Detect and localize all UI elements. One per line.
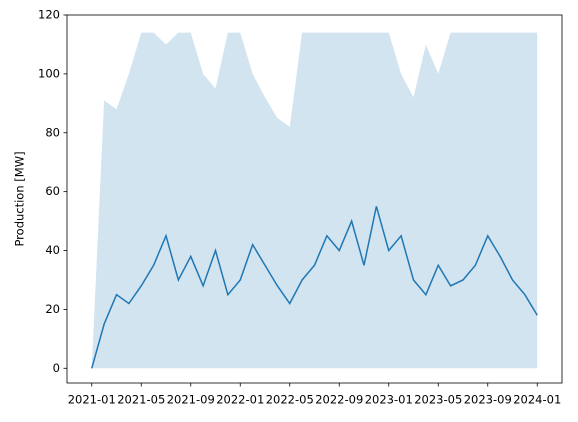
x-tick-label: 2022-01	[216, 393, 264, 407]
y-tick-label: 20	[45, 302, 60, 316]
y-tick-label: 120	[38, 8, 60, 22]
x-tick-label: 2022-05	[266, 393, 314, 407]
y-tick-label: 40	[45, 243, 60, 257]
x-tick-label: 2021-05	[117, 393, 165, 407]
x-tick-label: 2022-09	[315, 393, 363, 407]
y-axis-label: Production [MW]	[13, 151, 27, 246]
x-tick-label: 2021-09	[167, 393, 215, 407]
x-tick-label: 2023-09	[464, 393, 512, 407]
x-tick-label: 2024-01	[513, 393, 561, 407]
y-tick-label: 100	[38, 66, 60, 80]
x-tick-label: 2023-01	[365, 393, 413, 407]
x-tick-label: 2021-01	[68, 393, 116, 407]
y-tick-label: 60	[45, 184, 60, 198]
y-tick-label: 80	[45, 125, 60, 139]
band-area	[91, 32, 538, 369]
x-tick-label: 2023-05	[414, 393, 462, 407]
y-tick-label: 0	[53, 361, 60, 375]
series-line	[91, 206, 538, 369]
plot-frame	[66, 14, 563, 384]
